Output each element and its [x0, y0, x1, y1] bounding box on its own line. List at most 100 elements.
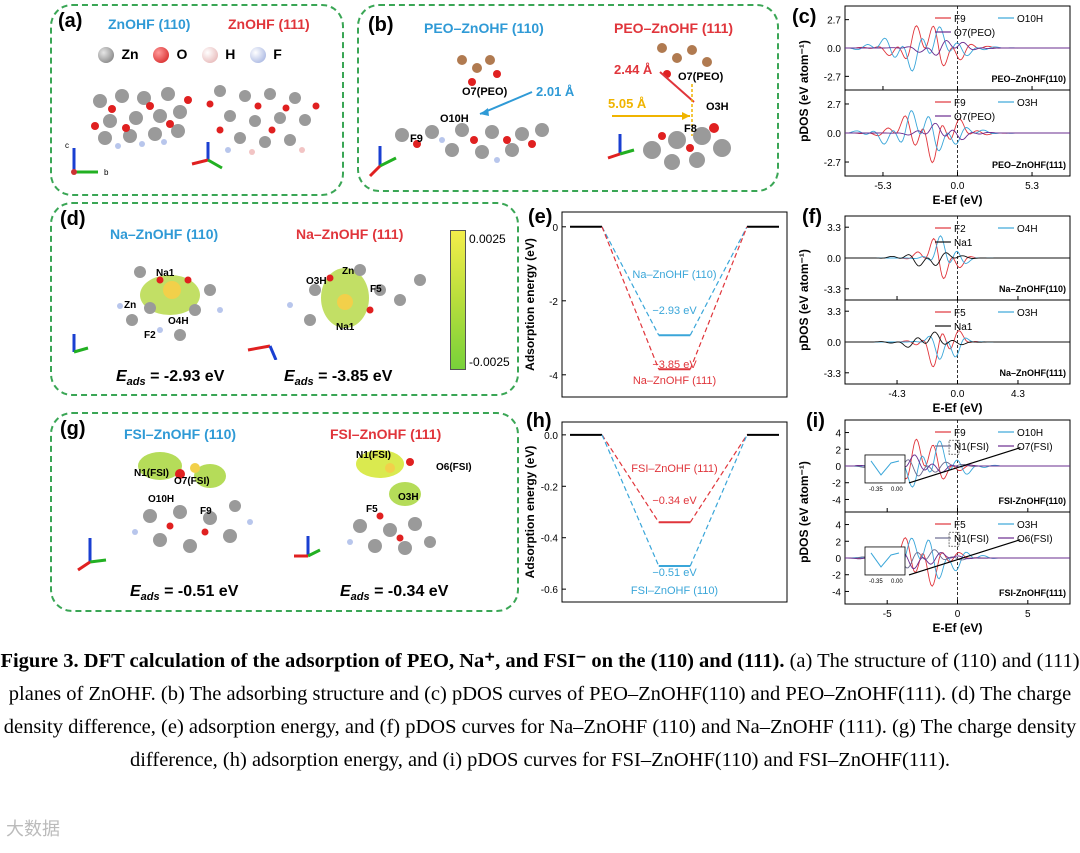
pdos-subplot-0: 3.3 0.0 -3.3 F2 O4H Na1 Na–ZnOHF(110)	[824, 215, 1071, 301]
inset-frame	[864, 454, 906, 484]
x-tick-label: -4.3	[888, 389, 906, 400]
legend-o-label: O	[176, 46, 188, 62]
legend-label: F9	[954, 98, 966, 109]
path-line-down	[601, 434, 660, 523]
level-value-label: −0.34 eV	[652, 495, 697, 507]
atom-f8-label: F8	[684, 123, 697, 135]
legend-label: O7(FSI)	[1017, 442, 1053, 453]
atom-o7-fsi-label: O7(FSI)	[174, 476, 210, 487]
y-tick-label: -3.3	[824, 369, 842, 380]
pdos-subplot-0: 4 2 0 -2 -4 F9 O10H N1(FSI) O7(FSI) FSI-ZnOHF(110…	[832, 419, 1071, 513]
panel-a-box	[50, 4, 344, 196]
x-tick-label: 5.3	[1025, 181, 1039, 192]
inset-curve	[870, 460, 900, 476]
panel-f-label: (f)	[802, 206, 822, 228]
level-value-label: −0.51 eV	[652, 567, 697, 579]
panel-g-title-111: FSI–ZnOHF (111)	[330, 426, 442, 442]
axis-b-label: b	[104, 168, 109, 177]
y-tick-label: 0	[835, 462, 841, 473]
fsi-110-structure	[132, 452, 253, 553]
atom-zn-label-d: Zn	[342, 266, 354, 277]
figure-3: (a) ZnOHF (110) ZnOHF (111) Zn O H F	[50, 4, 1071, 635]
panel-g-structures: N1(FSI) O7(FSI) O10H F9 N1(FSI) O6(FSI) …	[77, 450, 472, 572]
inset-arrow	[908, 539, 1021, 576]
path-line-up	[689, 434, 748, 523]
y-tick-label: 2	[835, 537, 841, 548]
zno-hf-111-structure	[206, 85, 320, 155]
panel-i-label: (i)	[806, 410, 825, 432]
distance-5-05-label: 5.05 Å	[608, 96, 647, 111]
panel-g-axes-icon	[77, 536, 321, 572]
subplot-title: FSI-ZnOHF(111)	[999, 588, 1066, 598]
legend-label: F9	[954, 14, 966, 25]
legend-label: O3H	[1017, 520, 1038, 531]
y-tick-label: 3.3	[827, 307, 841, 318]
panel-h-label: (h)	[526, 410, 552, 432]
level-name-label: Na–ZnOHF (111)	[633, 375, 716, 387]
panel-b-title-110: PEO–ZnOHF (110)	[424, 20, 544, 36]
atom-o7-peo-label: O7(PEO)	[462, 86, 508, 98]
y-tick-label: 0.0	[827, 129, 841, 140]
eads-fsi-111: Eads = -0.34 eV	[340, 583, 449, 604]
panel-a-structures: c b	[65, 85, 320, 177]
panel-b-label: (b)	[368, 14, 394, 36]
atom-o10h-label-g: O10H	[148, 494, 174, 505]
atom-f2-label: F2	[144, 330, 156, 341]
distance-2-44-label: 2.44 Å	[614, 62, 653, 77]
panel-a-axes-icon: c b	[65, 141, 223, 177]
legend-label: O10H	[1017, 428, 1043, 439]
y-tick-label: -3.3	[824, 285, 842, 296]
atom-o6-fsi-label: O6(FSI)	[436, 462, 472, 473]
eads-na-111: Eads = -3.85 eV	[284, 368, 393, 389]
subplot-title: Na–ZnOHF(111)	[999, 368, 1066, 378]
atom-zn-label: Zn	[124, 300, 136, 311]
y-tick-label: -0.4	[541, 534, 559, 545]
inset-tick-label: 0.00	[891, 579, 903, 585]
inset-tick-label: -0.35	[869, 487, 883, 493]
y-tick-label: -2.7	[824, 158, 842, 169]
axis-c-label: c	[65, 141, 69, 150]
path-line-down	[601, 226, 660, 336]
y-tick-label: -4	[832, 587, 841, 598]
y-tick-label: -0.2	[541, 482, 559, 493]
y-tick-label: 2.7	[827, 16, 841, 27]
panel-b-axes-icon	[368, 134, 635, 178]
watermark: 大数据	[6, 819, 60, 839]
legend-zn-atom-icon	[98, 46, 114, 63]
path-line-up	[689, 434, 748, 567]
y-tick-label: 0.0	[827, 44, 841, 55]
panel-a-legend: Zn O H F	[98, 46, 282, 64]
peo-110-structure	[395, 55, 549, 163]
x-axis-label: E-Ef (eV)	[932, 193, 982, 207]
atom-f9-label-g: F9	[200, 506, 212, 517]
chart-f-pdos: 3.3 0.0 -3.3 F2 O4H Na1 Na–ZnOHF(110) 3.3 0.0 -3.…	[797, 215, 1071, 415]
pdos-subplot-0: 2.7 0.0 -2.7 F9 O10H O7(PEO) PEO–ZnOHF(110)	[824, 5, 1071, 91]
legend-o-atom-icon	[153, 46, 170, 63]
y-axis-label: pDOS (eV atom⁻¹)	[797, 40, 811, 142]
zoom-box	[948, 531, 960, 547]
legend-zn-label: Zn	[121, 46, 139, 62]
inset-arrow	[908, 447, 1021, 484]
inset-tick-label: 0.00	[891, 487, 903, 493]
colorbar-min-label: -0.0025	[469, 355, 510, 369]
legend-label: N1(FSI)	[954, 534, 989, 545]
x-tick-label: -5	[883, 609, 892, 620]
distance-2-01-label: 2.01 Å	[536, 84, 575, 99]
panel-a-title-111: ZnOHF (111)	[228, 16, 310, 32]
fsi-111-structure	[347, 450, 436, 555]
level-value-label: −2.93 eV	[652, 305, 697, 317]
legend-label: O6(FSI)	[1017, 534, 1053, 545]
atom-na1-label: Na1	[156, 268, 175, 279]
legend-h-atom-icon	[201, 46, 218, 63]
pdos-subplot-1: 2.7 0.0 -2.7 F9 O3H O7(PEO) PEO–ZnOHF(111) -5.3…	[824, 89, 1071, 207]
level-value-label: −3.85 eV	[652, 359, 697, 371]
y-axis-label: pDOS (eV atom⁻¹)	[797, 461, 811, 563]
caption-body: (a) The structure of (110) and (111) pla…	[3, 650, 1080, 771]
panel-g-box	[50, 412, 519, 612]
inset-frame	[864, 546, 906, 576]
eads-na-110: Eads = -2.93 eV	[116, 368, 225, 389]
x-axis-label: E-Ef (eV)	[932, 621, 982, 635]
y-tick-label: 3.3	[827, 223, 841, 234]
x-axis-label: E-Ef (eV)	[932, 401, 982, 415]
peo-111-structure	[612, 43, 731, 170]
